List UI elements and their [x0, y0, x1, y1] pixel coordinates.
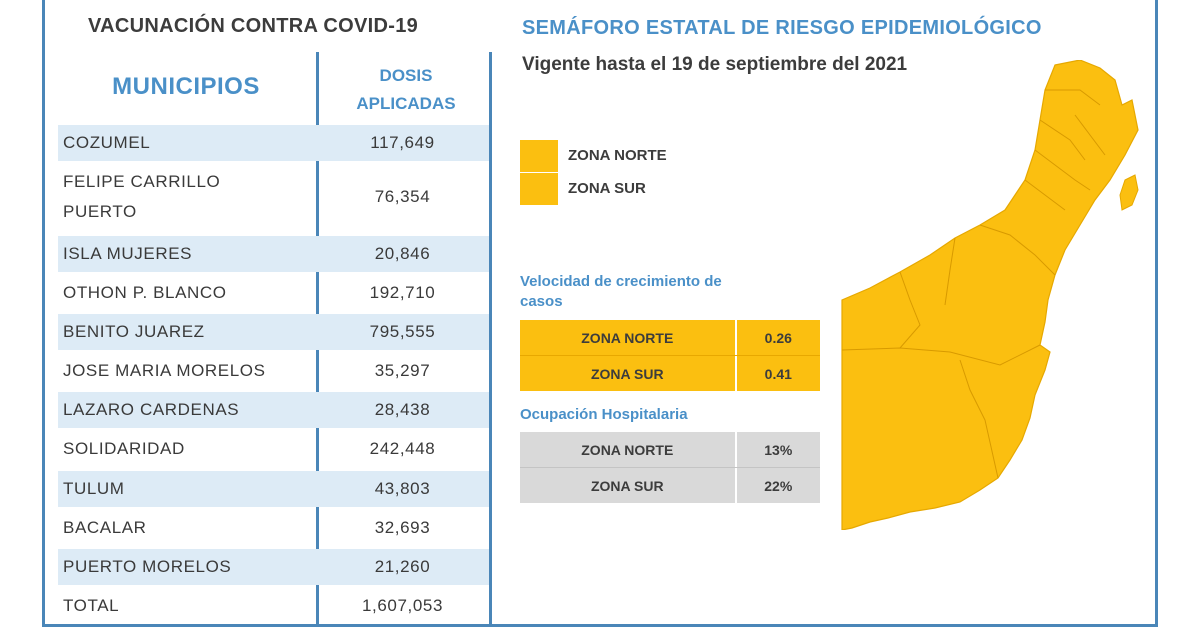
dosis-value: 28,438	[374, 400, 431, 419]
table-row: BENITO JUAREZ 795,555	[58, 314, 489, 350]
dosis-value: 242,448	[369, 439, 436, 458]
ocupacion-title: Ocupación Hospitalaria	[520, 406, 688, 423]
zone-value: 0.41	[764, 365, 792, 382]
municipio-name: BACALAR	[63, 518, 147, 537]
legend-swatch-sur	[520, 173, 558, 205]
cozumel-island	[1119, 174, 1139, 211]
table-row: ZONA SUR 0.41	[520, 355, 820, 391]
dosis-header: DOSIS APLICADAS	[320, 62, 492, 118]
dosis-header-line1: DOSIS	[379, 66, 433, 85]
ocupacion-table: ZONA NORTE 13% ZONA SUR 22%	[520, 432, 820, 503]
legend-label-sur: ZONA SUR	[568, 180, 646, 197]
dosis-value: 35,297	[374, 361, 431, 380]
semaforo-subtitle: Vigente hasta el 19 de septiembre del 20…	[522, 54, 908, 75]
dosis-value: 117,649	[370, 133, 435, 152]
semaforo-title: SEMÁFORO ESTATAL DE RIESGO EPIDEMIOLÓGIC…	[522, 17, 1042, 39]
dosis-value: 76,354	[374, 187, 431, 206]
municipio-name: ISLA MUJERES	[63, 244, 193, 263]
dosis-value: 20,846	[374, 244, 431, 263]
municipio-name: LAZARO CARDENAS	[63, 400, 240, 419]
table-row: COZUMEL 117,649	[58, 125, 489, 161]
table-row: FELIPE CARRILLO PUERTO 76,354	[58, 164, 489, 230]
velocidad-title: Velocidad de crecimiento de casos	[520, 272, 722, 312]
table-row: ISLA MUJERES 20,846	[58, 236, 489, 272]
table-row: ZONA NORTE 13%	[520, 432, 820, 467]
municipio-name: FELIPE CARRILLO PUERTO	[58, 167, 316, 227]
zone-label: ZONA NORTE	[520, 320, 737, 355]
municipio-name-line2: PUERTO	[63, 202, 137, 221]
municipio-name: TULUM	[63, 479, 125, 498]
table-row: SOLIDARIDAD 242,448	[58, 431, 489, 467]
table-row: LAZARO CARDENAS 28,438	[58, 392, 489, 428]
table-row: ZONA NORTE 0.26	[520, 320, 820, 355]
zone-label: ZONA SUR	[520, 468, 737, 503]
vaccination-title: VACUNACIÓN CONTRA COVID-19	[88, 15, 419, 37]
dosis-value: 192,710	[369, 283, 436, 302]
dosis-header-line2: APLICADAS	[356, 94, 456, 113]
zone-value: 22%	[764, 477, 793, 494]
total-row: TOTAL 1,607,053	[58, 588, 489, 624]
zone-label: ZONA SUR	[520, 356, 737, 391]
table-row: TULUM 43,803	[58, 471, 489, 507]
total-value: 1,607,053	[361, 596, 444, 615]
legend-label-norte: ZONA NORTE	[568, 147, 667, 164]
quintana-roo-map	[841, 60, 1139, 530]
legend-swatch-norte	[520, 140, 558, 172]
table-row: ZONA SUR 22%	[520, 467, 820, 503]
table-row: PUERTO MORELOS 21,260	[58, 549, 489, 585]
zone-value: 0.26	[764, 329, 792, 346]
municipio-name: JOSE MARIA MORELOS	[63, 361, 266, 380]
dosis-value: 21,260	[374, 557, 431, 576]
table-row: JOSE MARIA MORELOS 35,297	[58, 353, 489, 389]
municipio-name-line1: FELIPE CARRILLO	[63, 172, 221, 191]
table-row: BACALAR 32,693	[58, 510, 489, 546]
state-shape	[841, 60, 1139, 530]
dosis-value: 43,803	[374, 479, 431, 498]
municipio-name: PUERTO MORELOS	[63, 557, 232, 576]
infographic-frame	[42, 0, 1158, 627]
municipio-name: OTHON P. BLANCO	[63, 283, 227, 302]
municipal-borders	[841, 89, 1106, 479]
municipios-header: MUNICIPIOS	[112, 73, 260, 100]
velocidad-title-line1: Velocidad de crecimiento de	[520, 273, 722, 290]
table-row: OTHON P. BLANCO 192,710	[58, 275, 489, 311]
velocidad-title-line2: casos	[520, 293, 563, 310]
total-label: TOTAL	[63, 596, 120, 615]
zone-label: ZONA NORTE	[520, 432, 737, 467]
municipio-name: COZUMEL	[63, 133, 151, 152]
dosis-value: 795,555	[369, 322, 436, 341]
table-divider	[489, 52, 492, 627]
municipio-name: SOLIDARIDAD	[63, 439, 185, 458]
dosis-value: 32,693	[374, 518, 431, 537]
velocidad-table: ZONA NORTE 0.26 ZONA SUR 0.41	[520, 320, 820, 391]
zone-value: 13%	[764, 441, 793, 458]
municipio-name: BENITO JUAREZ	[63, 322, 205, 341]
